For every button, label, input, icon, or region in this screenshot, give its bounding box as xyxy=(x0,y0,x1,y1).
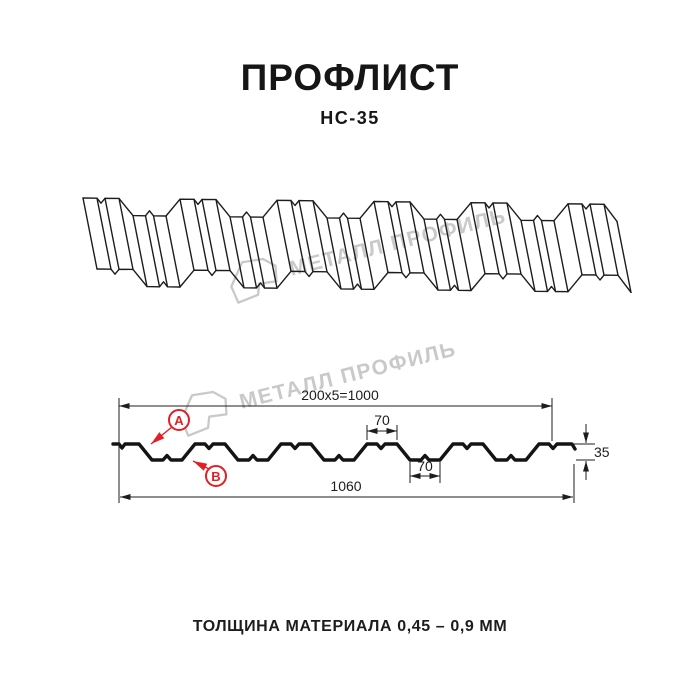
marker-a-label: А xyxy=(174,413,184,428)
dim-top-total: 200x5=1000 xyxy=(301,387,379,403)
page-title: ПРОФЛИСТ xyxy=(240,57,460,98)
marker-a-circle xyxy=(168,409,190,431)
thickness-note: ТОЛЩИНА МАТЕРИАЛА 0,45 – 0,9 ММ xyxy=(192,618,508,635)
dimension-labels: 200x5=1000 70 70 35 1060 xyxy=(301,387,610,494)
dim-crest-width: 70 xyxy=(374,412,390,428)
marker-b-circle xyxy=(205,465,227,487)
dim-height: 35 xyxy=(594,444,610,460)
dim-valley-width: 70 xyxy=(417,458,433,474)
side-markers: А В xyxy=(150,409,227,487)
header: ПРОФЛИСТ НС-35 xyxy=(0,57,700,129)
profile-cross-section xyxy=(111,442,577,462)
profile-model: НС-35 xyxy=(320,108,380,128)
sheet-3d-wireframe xyxy=(82,197,632,294)
marker-b-label: В xyxy=(211,469,220,484)
dimension-lines xyxy=(118,398,595,503)
dim-overall-width: 1060 xyxy=(330,478,361,494)
